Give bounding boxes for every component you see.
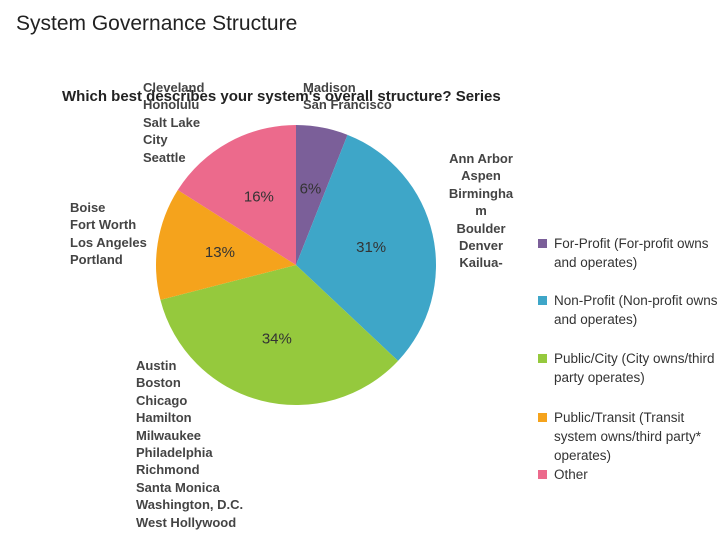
annotation-line: Boulder (456, 220, 506, 236)
legend-swatch (538, 413, 547, 422)
annotation-line: San Francisco (303, 97, 392, 113)
pie-slice (296, 125, 348, 265)
pie-slice (177, 125, 296, 265)
annotation-line: Kailua- (459, 255, 503, 271)
annotation-line: Birmingham (448, 185, 514, 219)
slice-label: 6% (300, 180, 322, 197)
annotation-line: Philadelphia (136, 445, 213, 461)
slice-label: 13% (205, 244, 235, 261)
annotation: Cleveland Honolulu Salt Lake City Seattle (143, 79, 213, 166)
annotation-line: Boston (136, 375, 181, 391)
slice-label: 16% (244, 188, 274, 205)
annotation-line: Aspen (461, 168, 501, 184)
annotation-line: Cleveland (143, 80, 205, 95)
chart-title: Which best describes your system's overa… (62, 88, 501, 105)
pie-slice (160, 265, 399, 406)
annotation: Madison San Francisco (303, 79, 413, 114)
annotation-line: Portland (70, 252, 123, 268)
legend-label: Public/Transit (Transit system owns/thir… (554, 410, 702, 463)
legend-item: Other (538, 465, 720, 484)
annotation-line: Fort Worth (70, 217, 137, 233)
annotation-line: Madison (303, 80, 356, 95)
annotation: Austin Boston Chicago Hamilton Milwaukee Phil… (136, 357, 276, 531)
annotation-line: Los Angeles (70, 234, 147, 250)
slide-title: System Governance Structure (16, 12, 298, 35)
legend-swatch (538, 296, 547, 305)
annotation: Ann Arbor Aspen Birmingham Boulder Denver Kai… (444, 150, 518, 272)
legend-swatch (538, 354, 547, 363)
annotation-line: Denver (458, 238, 504, 254)
annotation-line: Boise (70, 200, 106, 215)
legend-label: Public/City (City owns/third party opera… (554, 351, 715, 385)
annotation-line: Hamilton (136, 410, 192, 426)
legend-label: For-Profit (For-profit owns and operates… (554, 236, 709, 270)
annotation-line: Chicago (136, 392, 188, 408)
legend-item: For-Profit (For-profit owns and operates… (538, 234, 720, 272)
annotation-line: Honolulu (143, 97, 200, 113)
annotation-line: Richmond (136, 462, 200, 478)
annotation-line: Seattle (143, 149, 186, 165)
slice-label: 31% (356, 239, 386, 256)
legend-item: Public/City (City owns/third party opera… (538, 349, 720, 387)
legend-label: Non-Profit (Non-profit owns and operates… (554, 293, 718, 327)
legend-item: Non-Profit (Non-profit owns and operates… (538, 291, 720, 329)
legend-label: Other (554, 467, 588, 482)
annotation-line: Ann Arbor (449, 151, 513, 166)
pie-slice (156, 189, 296, 300)
legend-item: Public/Transit (Transit system owns/thir… (538, 408, 720, 465)
pie-slice (296, 134, 437, 361)
legend-swatch (538, 470, 547, 479)
annotation-line: Austin (136, 358, 177, 373)
annotation-line: Salt Lake City (143, 114, 201, 148)
annotation-line: Washington, D.C. (136, 497, 244, 513)
annotation-line: Santa Monica (136, 479, 220, 495)
annotation-line: Milwaukee (136, 427, 202, 443)
slice-label: 34% (262, 331, 292, 348)
annotation-line: West Hollywood (136, 514, 237, 530)
annotation: Boise Fort Worth Los Angeles Portland (70, 199, 148, 269)
legend-swatch (538, 239, 547, 248)
